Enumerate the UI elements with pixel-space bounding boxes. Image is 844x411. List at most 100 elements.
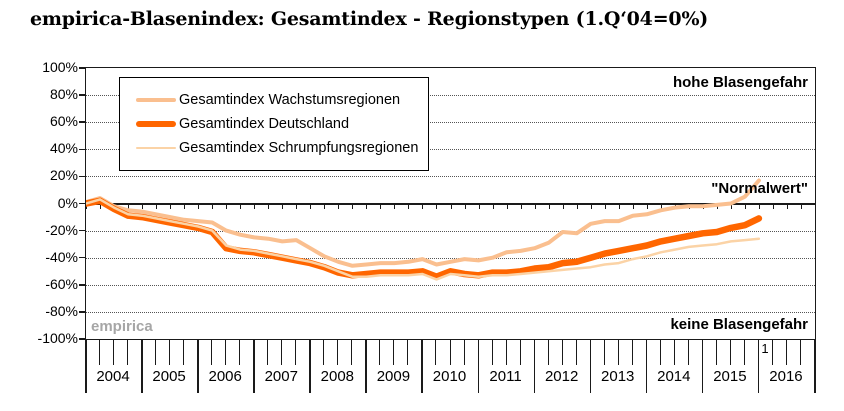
quarter-tick: [799, 339, 801, 365]
zero-line-quarter-tick: [226, 204, 228, 209]
year-label: 2005: [152, 368, 186, 385]
legend-item: Gesamtindex Wachstumsregionen: [136, 88, 428, 112]
year-divider-tick: [533, 339, 536, 393]
quarter-tick: [659, 339, 661, 365]
annotation-normalwert: "Normalwert": [711, 180, 808, 197]
zero-line-quarter-tick: [324, 204, 326, 209]
quarter-tick: [281, 339, 283, 365]
zero-line-quarter-tick: [408, 204, 410, 209]
y-axis-label: -80%: [45, 302, 78, 319]
legend-label: Gesamtindex Schrumpfungsregionen: [179, 140, 419, 156]
y-axis-label: -40%: [45, 248, 78, 265]
zero-line-quarter-tick: [632, 204, 634, 209]
quarter-tick: [239, 339, 241, 365]
quarter-tick: [631, 339, 633, 365]
zero-line-quarter-tick: [366, 204, 368, 209]
y-axis-tick: [79, 94, 85, 96]
zero-line-quarter-tick: [296, 204, 298, 209]
y-axis-tick: [79, 229, 85, 232]
year-label: 2013: [601, 368, 635, 385]
zero-line-quarter-tick: [646, 204, 648, 209]
chart-title: empirica-Blasenindex: Gesamtindex - Regi…: [30, 8, 709, 30]
quarter-tick: [505, 339, 507, 365]
quarter-tick: [323, 339, 325, 365]
series-lines: [86, 178, 763, 281]
year-divider-tick: [365, 339, 367, 393]
gridline: [86, 149, 815, 151]
y-axis-label: 0%: [57, 194, 78, 211]
legend-item: Gesamtindex Deutschland: [136, 112, 428, 136]
y-axis-tick: [79, 67, 85, 69]
zero-line-quarter-tick: [478, 204, 480, 209]
zero-line-quarter-tick: [212, 204, 214, 209]
year-divider-tick: [645, 339, 648, 393]
zero-line-quarter-tick: [576, 204, 578, 209]
zero-line-quarter-tick: [815, 204, 816, 209]
gridline: [86, 311, 815, 313]
zero-line-quarter-tick: [730, 204, 732, 209]
quarter-tick: [407, 339, 409, 365]
quarter-tick: [617, 339, 619, 365]
quarter-tick: [547, 339, 549, 365]
quarter-tick: [561, 339, 563, 365]
annotation-keine-blasengefahr: keine Blasengefahr: [670, 316, 808, 333]
year-divider-tick: [589, 339, 592, 393]
quarter-tick: [687, 339, 689, 365]
series-line-gesamtindex-wachstumsregionen: [86, 178, 761, 268]
zero-axis-line: [86, 202, 815, 205]
zero-line-quarter-tick: [800, 204, 802, 209]
year-label: 2011: [489, 368, 522, 385]
quarter-tick: [715, 339, 717, 365]
zero-line-quarter-tick: [198, 204, 200, 209]
quarter-tick: [183, 339, 185, 365]
year-label: 2016: [769, 368, 803, 385]
y-axis-tick: [79, 202, 85, 205]
zero-line-quarter-tick: [464, 204, 466, 209]
y-axis-label: -20%: [45, 221, 78, 238]
zero-line-quarter-tick: [436, 204, 438, 209]
legend-line-swatch: [136, 98, 176, 102]
zero-line-quarter-tick: [156, 204, 158, 209]
zero-line-quarter-tick: [380, 204, 382, 209]
zero-line-quarter-tick: [604, 204, 606, 209]
year-label: 2009: [376, 368, 411, 385]
quarter-tick: [463, 339, 465, 365]
legend-line-swatch: [136, 120, 176, 128]
quarter-tick: [211, 339, 213, 365]
y-axis-label: -60%: [45, 275, 78, 292]
quarter-tick: [673, 339, 675, 365]
gridline: [86, 122, 815, 124]
quarter-tick: [393, 339, 395, 365]
quarter-tick: [295, 339, 297, 365]
quarter-tick: [449, 339, 451, 365]
zero-line-quarter-tick: [520, 204, 522, 209]
zero-line-quarter-tick: [618, 204, 620, 209]
empirica-watermark: empirica: [91, 318, 153, 335]
quarter-tick: [729, 339, 731, 365]
quarter-tick: [435, 339, 437, 365]
annotation-hohe-blasengefahr: hohe Blasengefahr: [672, 74, 808, 91]
gridline: [86, 284, 815, 286]
year-divider-tick: [701, 339, 704, 393]
quarter-1-marker: 1: [761, 341, 769, 356]
y-axis-tick: [79, 148, 85, 151]
series-line-gesamtindex-deutschland: [86, 197, 763, 280]
y-axis-label: 60%: [49, 113, 78, 130]
x-axis: 1 2004 2005 2006 2007 2008 2009 2010 2011 2012 20…: [85, 338, 816, 400]
year-divider-tick: [253, 339, 255, 393]
zero-line-quarter-tick: [240, 204, 242, 209]
legend-label: Gesamtindex Wachstumsregionen: [179, 92, 401, 108]
zero-line-quarter-tick: [184, 204, 186, 209]
quarter-tick: [491, 339, 493, 365]
quarter-tick: [113, 339, 115, 365]
year-label: 2015: [713, 368, 747, 385]
zero-line-quarter-tick: [548, 204, 550, 209]
quarter-tick: [603, 339, 605, 365]
year-divider-tick: [141, 339, 143, 393]
quarter-tick: [575, 339, 577, 365]
y-axis-tick: [79, 284, 85, 286]
zero-line-quarter-tick: [772, 204, 774, 209]
zero-line-quarter-tick: [492, 204, 494, 209]
zero-line-quarter-tick: [254, 204, 256, 209]
series-line-gesamtindex-schrumpfungsregionen: [86, 198, 761, 281]
